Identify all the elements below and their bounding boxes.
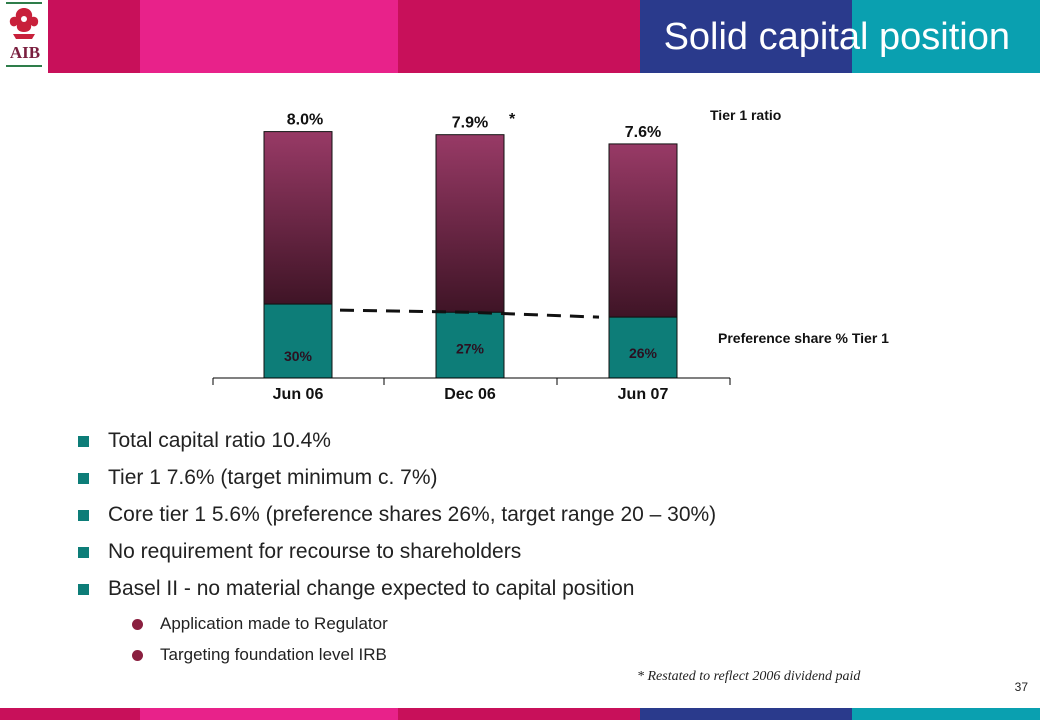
legend-tier1: Tier 1 ratio	[710, 107, 781, 123]
footer-bar	[0, 708, 1040, 720]
tier1-value-label: 8.0%	[287, 112, 323, 129]
footer-segment	[398, 708, 640, 720]
tier1-bar-segment	[608, 143, 678, 318]
header-bar	[0, 0, 1040, 73]
logo-text: AIB	[6, 44, 44, 62]
bullet-item: Basel II - no material change expected t…	[78, 576, 716, 613]
restated-asterisk: *	[509, 111, 516, 128]
legend-preference: Preference share % Tier 1	[718, 330, 889, 346]
page-title: Solid capital position	[663, 16, 1010, 58]
header-segment	[398, 0, 640, 73]
category-label: Jun 06	[273, 386, 324, 403]
sub-bullet-item: Targeting foundation level IRB	[78, 644, 716, 675]
bullet-item: Total capital ratio 10.4%	[78, 428, 716, 465]
tier1-value-label: 7.6%	[625, 124, 661, 141]
footer-segment	[852, 708, 1040, 720]
footer-segment	[640, 708, 852, 720]
category-label: Jun 07	[618, 386, 669, 403]
header-segment	[640, 0, 852, 73]
aib-logo: AIB	[0, 0, 48, 73]
logo-line	[6, 65, 42, 67]
preference-bar-segment	[263, 303, 333, 379]
header-segment	[48, 0, 140, 73]
tier1-chart: 8.0%30%Jun 067.9%27%Dec 067.6%26%Jun 07 …	[212, 107, 889, 403]
ark-icon	[9, 8, 39, 39]
bullet-item: Tier 1 7.6% (target minimum c. 7%)	[78, 465, 716, 502]
footer-segment	[0, 708, 140, 720]
preference-value-label: 30%	[284, 348, 313, 364]
logo-line	[6, 2, 42, 4]
tier1-value-label: 7.9%	[452, 115, 488, 132]
preference-trend-line	[339, 308, 600, 319]
sub-bullet-item: Application made to Regulator	[78, 613, 716, 644]
preference-bar-segment	[608, 316, 678, 379]
page-number: 37	[1014, 680, 1028, 694]
tier1-bar-segment	[263, 131, 333, 305]
preference-bar-segment	[435, 311, 505, 379]
footnote: * Restated to reflect 2006 dividend paid	[637, 669, 861, 684]
bullet-item: No requirement for recourse to sharehold…	[78, 539, 716, 576]
category-label: Dec 06	[444, 386, 496, 403]
bullet-item: Core tier 1 5.6% (preference shares 26%,…	[78, 502, 716, 539]
preference-value-label: 27%	[456, 340, 485, 356]
header-segment	[140, 0, 398, 73]
preference-value-label: 26%	[629, 345, 658, 361]
header-segment	[852, 0, 1040, 73]
bullet-list: Total capital ratio 10.4% Tier 1 7.6% (ta…	[78, 428, 716, 675]
tier1-bar-segment	[435, 134, 505, 313]
footer-segment	[140, 708, 398, 720]
